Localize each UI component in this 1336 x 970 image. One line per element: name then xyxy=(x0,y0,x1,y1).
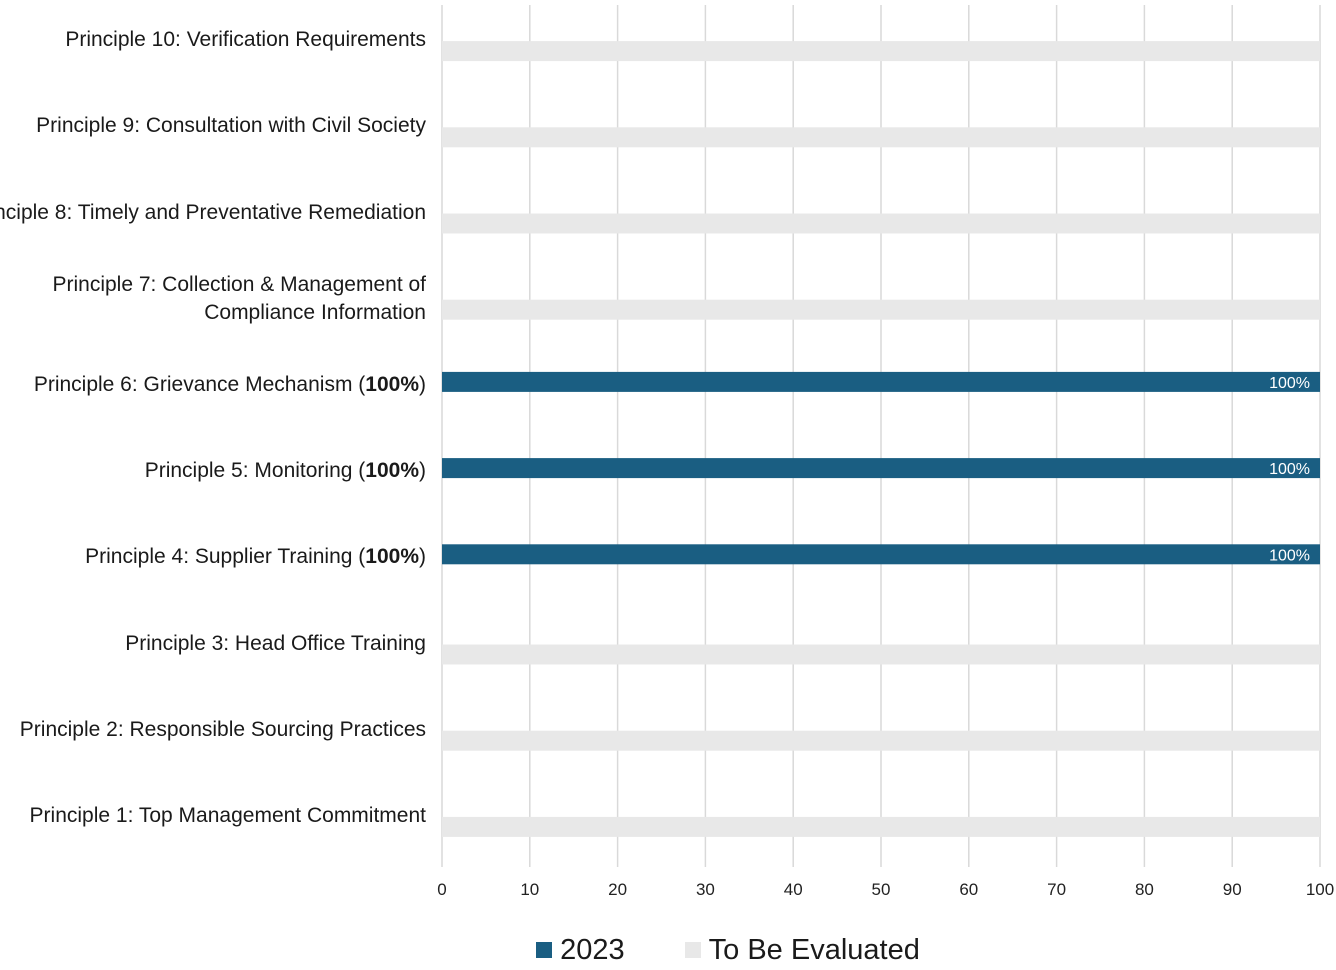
bar-2023-6 xyxy=(442,371,1320,392)
category-label-text: Principle 7: Collection & Management of … xyxy=(52,272,426,324)
legend-item-2023: 2023 xyxy=(536,934,625,967)
category-label-tail: ) xyxy=(419,372,426,396)
x-tick-label-20: 20 xyxy=(608,880,627,899)
category-label-text: Principle 1: Top Management Commitment xyxy=(29,803,426,827)
category-label-text: Principle 2: Responsible Sourcing Practi… xyxy=(19,717,426,741)
legend-swatch-to-be-evaluated xyxy=(684,942,701,958)
x-tick-label-40: 40 xyxy=(784,880,803,899)
category-label-5: Principle 5: Monitoring (100%) xyxy=(0,457,426,485)
bar-to-be-evaluated-9 xyxy=(442,127,1320,148)
bar-2023-5 xyxy=(442,458,1320,479)
legend: 2023 To Be Evaluated xyxy=(0,930,1336,970)
category-label-10: Principle 10: Verification Requirements xyxy=(0,26,426,54)
category-label-percent: 100% xyxy=(365,372,419,396)
bars xyxy=(442,41,1320,837)
category-label-text: Principle 10: Verification Requirements xyxy=(65,28,426,52)
category-label-percent: 100% xyxy=(365,459,419,483)
x-axis-ticks: 0 10 20 30 40 50 60 70 80 90 100 xyxy=(437,880,1334,899)
bar-to-be-evaluated-1 xyxy=(442,816,1320,837)
bar-2023-4 xyxy=(442,544,1320,565)
data-label-2023-4: 100% xyxy=(1269,547,1310,564)
category-label-6: Principle 6: Grievance Mechanism (100%) xyxy=(0,371,426,399)
category-label-text: Principle 3: Head Office Training xyxy=(125,631,426,655)
bar-to-be-evaluated-2 xyxy=(442,730,1320,751)
category-label-9: Principle 9: Consultation with Civil Soc… xyxy=(0,112,426,140)
bar-to-be-evaluated-7 xyxy=(442,299,1320,320)
category-label-text: Principle 4: Supplier Training ( xyxy=(85,545,366,569)
category-label-text: Principle 8: Timely and Preventative Rem… xyxy=(0,200,426,224)
category-label-1: Principle 1: Top Management Commitment xyxy=(0,802,426,830)
category-label-tail: ) xyxy=(419,459,426,483)
x-tick-label-0: 0 xyxy=(437,880,446,899)
category-label-7: Principle 7: Collection & Management of … xyxy=(0,271,426,327)
data-label-2023-5: 100% xyxy=(1269,461,1310,478)
category-label-text: Principle 5: Monitoring ( xyxy=(144,459,366,483)
x-tick-label-30: 30 xyxy=(696,880,715,899)
legend-swatch-2023 xyxy=(536,942,553,958)
category-label-2: Principle 2: Responsible Sourcing Practi… xyxy=(0,716,426,744)
category-label-8: Principle 8: Timely and Preventative Rem… xyxy=(0,199,426,227)
x-tick-label-50: 50 xyxy=(872,880,891,899)
data-label-2023-6: 100% xyxy=(1269,375,1310,392)
bar-to-be-evaluated-10 xyxy=(442,41,1320,62)
bar-to-be-evaluated-3 xyxy=(442,644,1320,665)
category-label-4: Principle 4: Supplier Training (100%) xyxy=(0,543,426,571)
data-labels: 100% 100% 100% xyxy=(1269,375,1310,564)
grid-lines xyxy=(441,5,1321,867)
x-tick-label-90: 90 xyxy=(1223,880,1242,899)
bar-to-be-evaluated-8 xyxy=(442,213,1320,234)
legend-label-to-be-evaluated: To Be Evaluated xyxy=(708,933,920,966)
category-label-3: Principle 3: Head Office Training xyxy=(0,630,426,658)
legend-item-to-be-evaluated: To Be Evaluated xyxy=(684,933,920,967)
x-tick-label-100: 100 xyxy=(1306,880,1334,899)
category-label-percent: 100% xyxy=(365,545,419,569)
category-label-text: Principle 6: Grievance Mechanism ( xyxy=(33,372,366,396)
legend-label-2023: 2023 xyxy=(560,933,625,966)
bar-chart: 0 10 20 30 40 50 60 70 80 90 100 100% 100% 100% xyxy=(437,5,1334,899)
x-tick-label-80: 80 xyxy=(1135,880,1154,899)
category-label-text: Principle 9: Consultation with Civil Soc… xyxy=(36,114,426,138)
category-label-tail: ) xyxy=(419,545,426,569)
x-tick-label-10: 10 xyxy=(520,880,539,899)
x-tick-label-70: 70 xyxy=(1047,880,1066,899)
x-tick-label-60: 60 xyxy=(959,880,978,899)
